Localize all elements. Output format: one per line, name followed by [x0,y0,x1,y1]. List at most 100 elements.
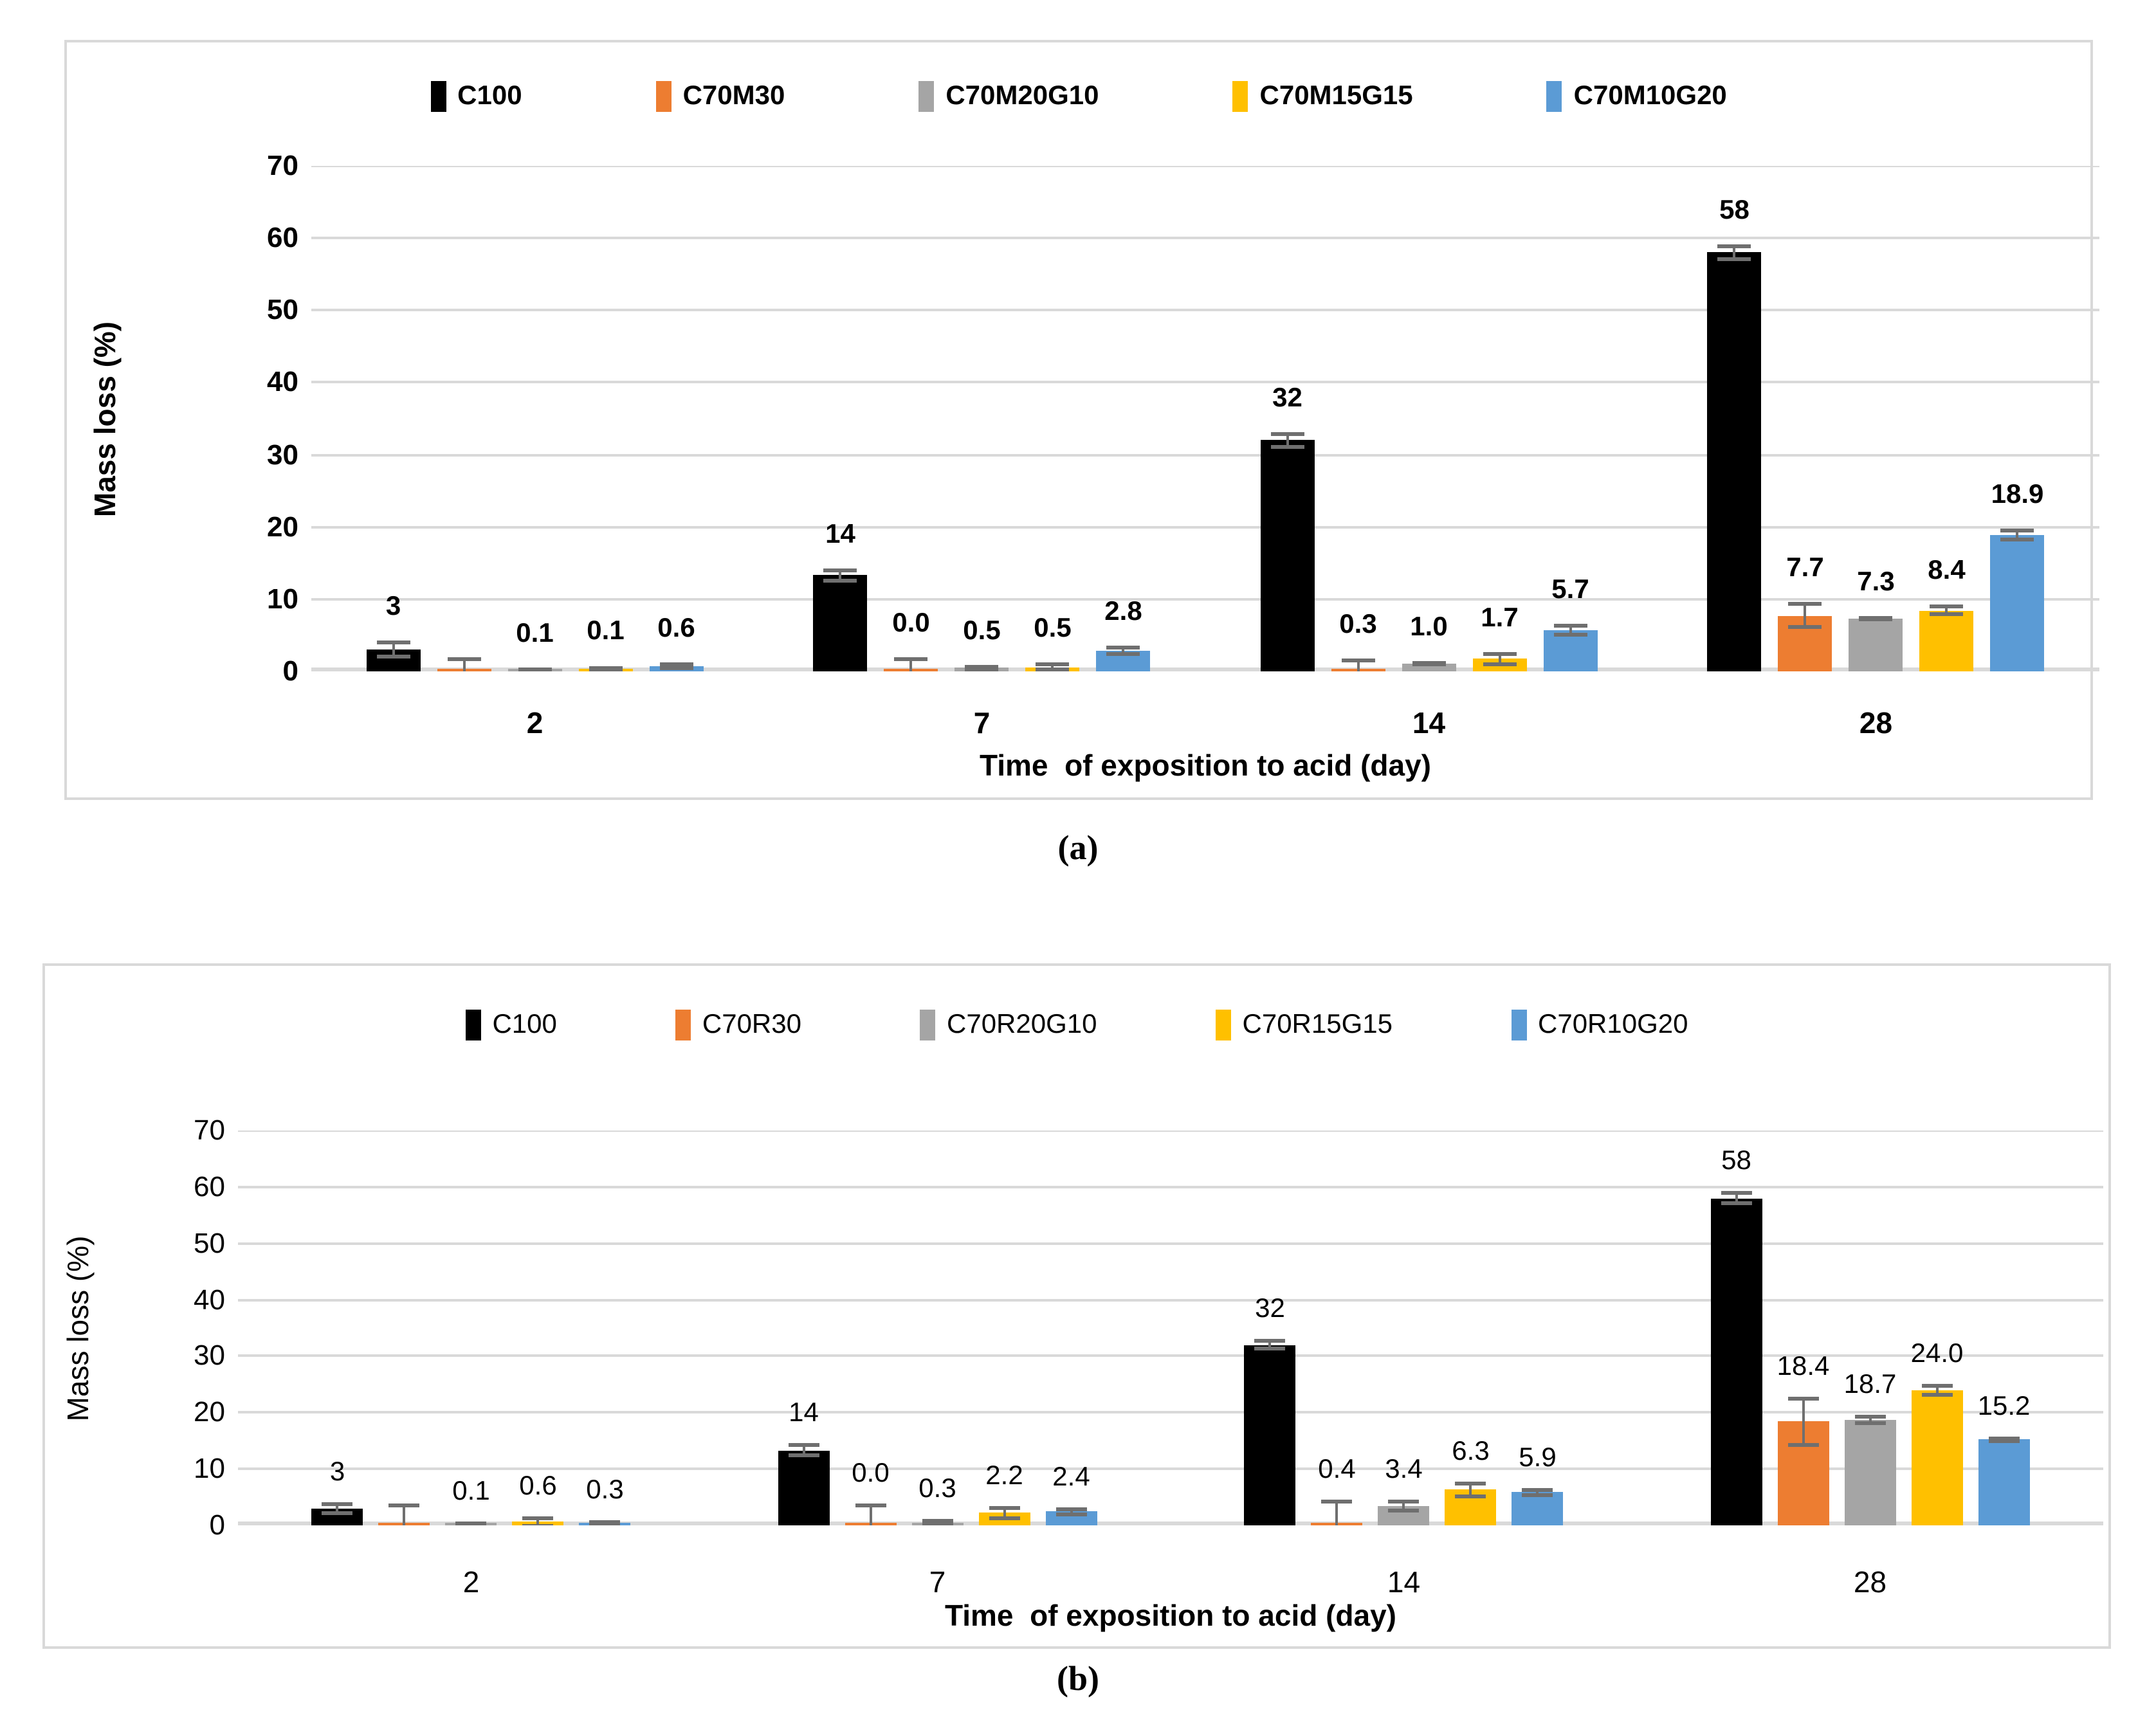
data-label: 5.9 [1519,1442,1557,1473]
error-bar [855,1503,886,1525]
legend-item-C100: C100 [465,1010,557,1040]
y-tick-label: 0 [282,655,299,687]
legend-swatch-icon [1215,1010,1231,1040]
bar-C70M15G15-day28 [1919,610,1974,671]
error-bar [1412,661,1446,667]
gridline-0 [311,668,2099,671]
error-bar-part [1945,604,1948,617]
error-bar-part [1483,662,1517,666]
error-bar-part [1522,1493,1553,1497]
error-bar [1388,1499,1420,1513]
error-bar-part [1268,1339,1272,1351]
bar-C100-day14 [1260,440,1315,671]
error-bar-part [1988,1439,2020,1443]
error-bar [1483,652,1517,666]
error-bar-part [2000,537,2034,541]
error-bar-part [1804,602,1807,630]
error-bar-part [589,1521,621,1525]
error-bar-part [1402,1499,1405,1513]
error-bar [589,666,623,671]
x-category-label: 14 [1412,706,1446,740]
data-label: 24.0 [1910,1338,1964,1368]
y-tick-label: 70 [194,1114,225,1146]
legend: C100 C70M30 C70M20G10 C70M15G15 C70M10G20 [67,81,2090,112]
gridline-70 [311,166,2099,167]
error-bar [1787,1396,1819,1448]
data-label: 7.3 [1857,567,1895,597]
data-label: 0.1 [452,1476,490,1506]
error-bar [1455,1481,1486,1498]
error-bar-part [1051,662,1054,671]
plot-area [238,1131,2103,1525]
data-label: 0.1 [587,616,625,646]
error-bar [1270,432,1304,450]
error-bar [1553,623,1587,637]
error-bar-part [823,578,857,583]
error-bar [1055,1507,1087,1517]
error-bar [1522,1487,1553,1497]
data-label: 58 [1719,195,1749,225]
data-label: 8.4 [1928,556,1966,586]
data-label: 0.0 [892,608,930,639]
error-bar-part [604,666,607,671]
data-label: 1.0 [1410,612,1448,642]
error-bar [788,1443,819,1457]
data-label: 14 [825,519,855,549]
error-bar-part [1335,1499,1338,1525]
legend-label: C70R20G10 [947,1010,1097,1039]
legend-item-C70R30: C70R30 [675,1010,801,1040]
error-bar-part [1357,659,1360,671]
caption-b: (b) [1057,1659,1099,1698]
data-label: 3 [329,1457,345,1487]
error-bar [1717,244,1751,262]
gridline-40 [238,1298,2103,1302]
error-bar-part [989,1516,1020,1521]
error-bar-part [1469,1481,1472,1498]
legend-swatch-icon [918,81,935,112]
error-bar-part [965,667,999,671]
error-bar [823,568,857,583]
data-label: 18.9 [1991,479,2044,509]
error-bar [447,657,481,671]
error-bar [1254,1339,1286,1351]
error-bar-part [322,1511,353,1516]
error-bar-part [403,1503,406,1525]
error-bar [1854,1414,1886,1426]
error-bar-part [1787,1443,1819,1448]
error-bar-part [518,668,552,671]
error-bar [1321,1499,1353,1525]
error-bar-part [1536,1487,1539,1497]
y-tick-label: 10 [194,1452,225,1485]
legend-swatch-icon [675,1010,691,1040]
legend-swatch-icon [1546,81,1562,112]
error-bar [518,668,552,671]
error-bar-part [2016,528,2019,541]
legend-label: C70M20G10 [946,81,1099,111]
data-label: 32 [1272,383,1302,413]
bar-C100-day14 [1244,1345,1296,1525]
data-label: 0.3 [1339,610,1377,640]
y-axis-title: Mass loss (%) [61,1235,95,1421]
bar-C100-day28 [1707,252,1762,671]
error-bar-part [1717,257,1751,262]
gridline-10 [311,597,2099,601]
bar-C70R20G10-day28 [1844,1420,1896,1525]
y-tick-label: 10 [267,582,298,615]
error-bar [989,1505,1020,1521]
bar-C70M10G20-day28 [1990,534,2045,671]
y-tick-label: 40 [267,365,298,398]
legend-label: C70R15G15 [1242,1010,1393,1039]
data-label: 0.5 [1034,613,1072,643]
x-axis-title: Time of exposition to acid (day) [979,749,1432,782]
bar-C100-day7 [778,1450,830,1525]
legend-swatch-icon [920,1010,935,1040]
error-bar-part [1055,1513,1087,1517]
data-label: 2.4 [1052,1462,1090,1492]
error-bar-part [1802,1396,1805,1448]
error-bar-part [1921,1393,1953,1397]
error-bar [388,1503,420,1525]
error-bar-part [1569,623,1572,637]
legend-label: C100 [457,81,522,111]
x-category-label: 14 [1387,1565,1421,1599]
